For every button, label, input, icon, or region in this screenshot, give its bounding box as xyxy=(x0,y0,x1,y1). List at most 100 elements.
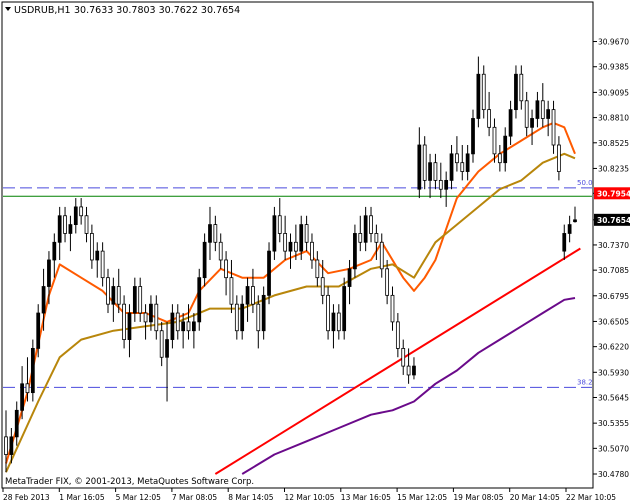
candle-body xyxy=(30,348,35,394)
candle-body xyxy=(331,312,336,332)
candle-body xyxy=(465,153,470,172)
candle xyxy=(331,304,336,349)
candle-body xyxy=(116,286,121,305)
candle-body xyxy=(347,268,352,287)
candle xyxy=(487,91,491,137)
candle xyxy=(149,295,153,331)
candle-body xyxy=(363,215,368,243)
candle xyxy=(530,109,534,146)
candle-body xyxy=(422,144,427,181)
candle-body xyxy=(14,409,19,438)
candle-body xyxy=(288,241,293,252)
candle xyxy=(460,145,465,181)
candle xyxy=(63,206,67,243)
candle-body xyxy=(202,241,207,279)
candle xyxy=(540,83,545,128)
time-tick-label: 13 Mar 16:05 xyxy=(341,493,391,502)
candle xyxy=(320,259,325,305)
level-price-label-box xyxy=(594,187,630,200)
candle xyxy=(57,206,62,260)
candles-layer xyxy=(4,56,577,473)
candle-body xyxy=(412,365,416,376)
candle xyxy=(197,268,202,331)
candle-body xyxy=(208,224,212,243)
candle xyxy=(390,286,395,331)
candle xyxy=(245,277,250,322)
candle xyxy=(277,198,282,243)
time-tick-label: 15 Mar 12:05 xyxy=(397,493,447,502)
triangle-down-icon[interactable] xyxy=(5,7,11,11)
level-price-label: 30.7954 xyxy=(597,189,630,198)
candle-body xyxy=(170,312,175,340)
candle xyxy=(79,198,84,225)
candle xyxy=(4,410,8,473)
candle xyxy=(369,206,373,243)
candle-body xyxy=(181,321,186,332)
candle xyxy=(374,224,379,260)
candle xyxy=(304,215,309,252)
candle xyxy=(154,295,159,340)
candle-body xyxy=(272,215,277,252)
candle-body xyxy=(369,215,373,234)
candle-body xyxy=(487,109,491,128)
candle-body xyxy=(460,162,465,172)
candle xyxy=(36,304,41,358)
candle xyxy=(20,366,24,420)
candle xyxy=(261,286,266,340)
candle xyxy=(251,268,255,314)
price-tick-label: 30.6505 xyxy=(598,317,629,326)
candle xyxy=(181,313,186,349)
candle-body xyxy=(374,233,379,243)
candle xyxy=(122,295,126,349)
candle-body xyxy=(36,312,41,349)
candle-body xyxy=(390,294,395,323)
candle xyxy=(293,224,298,260)
candle-body xyxy=(197,277,202,323)
candle xyxy=(519,65,524,110)
candle-body xyxy=(165,339,169,358)
candle-body xyxy=(73,206,78,226)
candle xyxy=(138,277,143,322)
candle xyxy=(503,127,508,172)
current-price-label-box xyxy=(594,213,630,226)
candle xyxy=(208,206,212,260)
candle xyxy=(444,171,449,207)
candle xyxy=(567,215,572,243)
candle-body xyxy=(20,383,24,411)
price-axis[interactable]: 30.9670 30.9385 30.9095 30.8810 30.8525 30.82… xyxy=(593,38,630,479)
candle-body xyxy=(138,286,143,314)
candle xyxy=(417,127,422,199)
candle xyxy=(557,136,561,181)
candle-body xyxy=(395,321,400,349)
candle xyxy=(551,100,556,154)
candle-body xyxy=(326,294,330,332)
candle xyxy=(84,206,89,243)
ma-slow-line xyxy=(241,297,576,475)
candle-body xyxy=(267,250,271,296)
candle-body xyxy=(224,259,228,279)
candle-body xyxy=(514,73,518,111)
time-axis[interactable]: 28 Feb 2013 1 Mar 16:05 5 Mar 12:05 7 Mar 0… xyxy=(2,488,616,502)
candle xyxy=(395,313,400,358)
candle xyxy=(234,295,239,340)
candle-body xyxy=(315,259,320,279)
candle xyxy=(428,153,432,199)
time-tick-label: 22 Mar 10:05 xyxy=(566,493,616,502)
candle-body xyxy=(122,303,126,340)
candle xyxy=(47,251,51,305)
price-tick-label: 30.6795 xyxy=(598,292,629,301)
time-tick-label: 19 Mar 08:05 xyxy=(453,493,503,502)
candle-body xyxy=(9,436,14,455)
candle xyxy=(14,401,19,446)
time-tick-label: 28 Feb 2013 xyxy=(3,493,50,502)
candle xyxy=(288,233,293,269)
candle xyxy=(30,339,35,402)
price-tick-label: 30.9095 xyxy=(598,88,629,97)
candle-body xyxy=(261,294,266,332)
candle-body xyxy=(455,153,459,164)
candle-body xyxy=(503,135,508,164)
candle xyxy=(481,65,486,119)
price-tick-label: 30.8235 xyxy=(598,164,629,173)
time-tick-label: 5 Mar 12:05 xyxy=(116,493,162,502)
candle-body xyxy=(218,241,223,261)
